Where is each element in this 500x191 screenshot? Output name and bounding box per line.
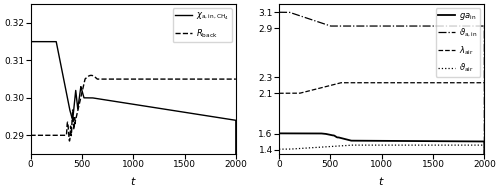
Legend: $\chi_{\mathrm{a,in,CH_4}}$, $R_{\mathrm{back}}$: $\chi_{\mathrm{a,in,CH_4}}$, $R_{\mathrm… <box>172 8 232 42</box>
X-axis label: $t$: $t$ <box>130 175 136 187</box>
X-axis label: $t$: $t$ <box>378 175 385 187</box>
Legend: $ga_{\mathrm{in}}$, $\vartheta_{\mathrm{a,in}}$, $\lambda_{\mathrm{air}}$, $\var: $ga_{\mathrm{in}}$, $\vartheta_{\mathrm{… <box>436 8 480 77</box>
